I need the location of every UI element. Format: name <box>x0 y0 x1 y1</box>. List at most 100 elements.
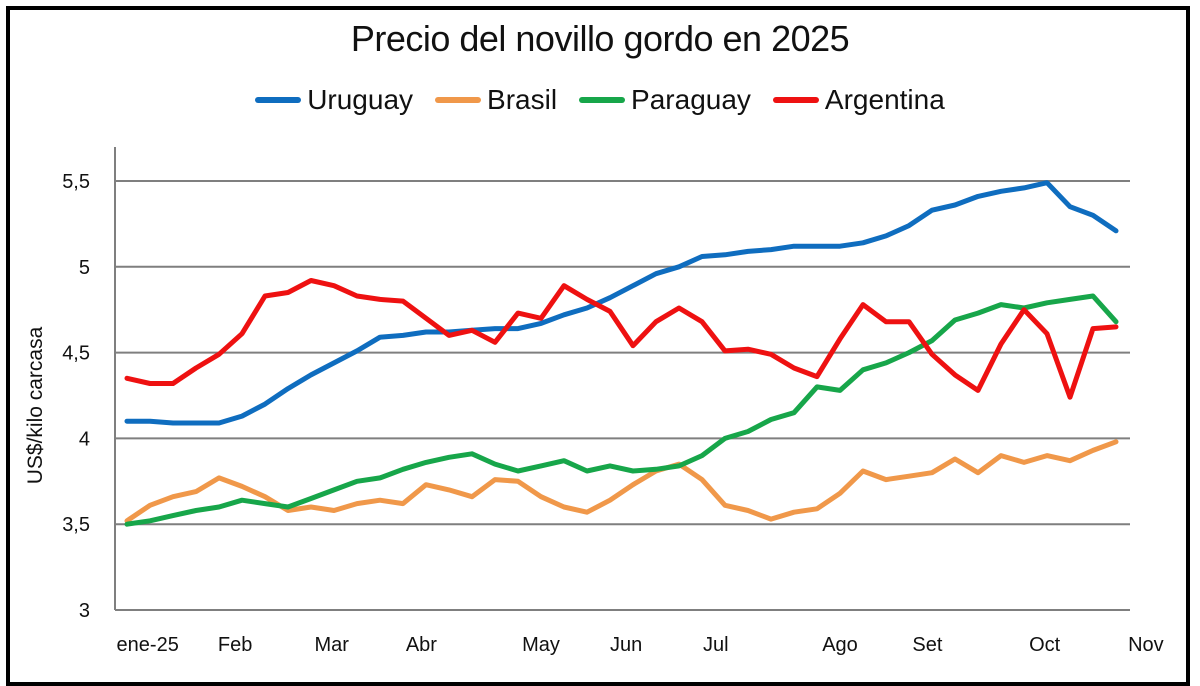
data-point-uruguay <box>792 244 796 248</box>
data-point-paraguay <box>516 469 520 473</box>
x-tick-label: Ago <box>822 634 858 656</box>
legend-item-uruguay[interactable]: Uruguay <box>255 84 413 116</box>
data-point-argentina <box>1022 308 1026 312</box>
chart-title: Precio del novillo gordo en 2025 <box>350 18 850 59</box>
data-point-brasil <box>1114 440 1118 444</box>
data-point-brasil <box>470 495 474 499</box>
data-point-paraguay <box>148 519 152 523</box>
data-point-argentina <box>286 291 290 295</box>
data-point-paraguay <box>746 430 750 434</box>
data-point-uruguay <box>884 234 888 238</box>
gridlines <box>115 180 1130 526</box>
data-point-argentina <box>930 352 934 356</box>
data-point-argentina <box>562 284 566 288</box>
data-point-argentina <box>815 375 819 379</box>
y-tick-label: 5 <box>79 257 90 279</box>
data-point-argentina <box>217 352 221 356</box>
data-point-paraguay <box>1114 320 1118 324</box>
data-point-argentina <box>1114 325 1118 329</box>
data-point-argentina <box>746 347 750 351</box>
chart-frame <box>6 6 1190 686</box>
data-point-uruguay <box>953 203 957 207</box>
legend-swatch-brasil <box>435 97 482 103</box>
data-point-uruguay <box>907 224 911 228</box>
data-point-paraguay <box>447 455 451 459</box>
chart-legend: Uruguay Brasil Paraguay Argentina <box>0 84 1200 116</box>
data-point-argentina <box>424 316 428 320</box>
data-point-paraguay <box>953 318 957 322</box>
data-point-brasil <box>884 478 888 482</box>
data-point-brasil <box>148 503 152 507</box>
y-tick-label: 3 <box>79 600 90 622</box>
data-point-argentina <box>792 366 796 370</box>
data-point-argentina <box>884 320 888 324</box>
data-point-uruguay <box>677 265 681 269</box>
data-point-argentina <box>631 344 635 348</box>
data-point-paraguay <box>401 467 405 471</box>
legend-swatch-paraguay <box>579 97 626 103</box>
data-point-brasil <box>309 505 313 509</box>
data-point-paraguay <box>769 418 773 422</box>
data-point-paraguay <box>493 462 497 466</box>
y-tick-label: 4,5 <box>62 343 90 365</box>
legend-item-argentina[interactable]: Argentina <box>772 84 945 116</box>
data-point-paraguay <box>355 479 359 483</box>
y-axis-title: US$/kilo carcasa <box>24 326 47 484</box>
data-point-argentina <box>608 309 612 313</box>
data-point-brasil <box>746 509 750 513</box>
data-point-brasil <box>562 505 566 509</box>
data-point-brasil <box>723 503 727 507</box>
data-point-uruguay <box>309 373 313 377</box>
legend-label-paraguay: Paraguay <box>631 84 751 115</box>
data-point-uruguay <box>516 327 520 331</box>
data-point-paraguay <box>194 509 198 513</box>
data-point-brasil <box>999 454 1003 458</box>
data-point-paraguay <box>1091 294 1095 298</box>
data-point-argentina <box>125 376 129 380</box>
data-point-brasil <box>332 509 336 513</box>
data-point-brasil <box>217 476 221 480</box>
data-point-brasil <box>861 469 865 473</box>
data-point-argentina <box>240 332 244 336</box>
data-point-brasil <box>378 498 382 502</box>
data-point-brasil <box>1045 454 1049 458</box>
data-point-uruguay <box>332 361 336 365</box>
data-point-brasil <box>240 484 244 488</box>
data-point-uruguay <box>194 421 198 425</box>
data-point-paraguay <box>815 385 819 389</box>
data-point-paraguay <box>884 361 888 365</box>
data-point-brasil <box>263 495 267 499</box>
data-point-argentina <box>447 333 451 337</box>
data-point-brasil <box>447 488 451 492</box>
data-point-paraguay <box>171 514 175 518</box>
data-point-brasil <box>424 483 428 487</box>
legend-label-uruguay: Uruguay <box>307 84 414 115</box>
data-point-paraguay <box>907 351 911 355</box>
data-point-brasil <box>1091 448 1095 452</box>
data-point-brasil <box>769 517 773 521</box>
data-point-argentina <box>378 297 382 301</box>
y-tick-label: 5,5 <box>62 171 90 193</box>
data-point-uruguay <box>217 421 221 425</box>
series-line-argentina <box>124 278 1119 400</box>
data-point-argentina <box>769 352 773 356</box>
y-tick-label: 4 <box>79 428 90 450</box>
data-point-uruguay <box>631 284 635 288</box>
data-point-uruguay <box>815 244 819 248</box>
data-point-argentina <box>999 342 1003 346</box>
data-point-argentina <box>1068 395 1072 399</box>
data-point-paraguay <box>1068 297 1072 301</box>
data-point-brasil <box>907 474 911 478</box>
data-point-paraguay <box>999 303 1003 307</box>
series-lines <box>124 180 1119 527</box>
x-tick-label: Jul <box>703 634 729 656</box>
y-tick-label: 3,5 <box>62 514 90 536</box>
x-tick-label: Mar <box>314 634 349 656</box>
data-point-uruguay <box>493 327 497 331</box>
data-point-uruguay <box>654 272 658 276</box>
legend-item-brasil[interactable]: Brasil <box>435 84 557 116</box>
data-point-uruguay <box>401 333 405 337</box>
data-point-paraguay <box>286 505 290 509</box>
legend-item-paraguay[interactable]: Paraguay <box>579 84 751 116</box>
data-point-argentina <box>1091 327 1095 331</box>
